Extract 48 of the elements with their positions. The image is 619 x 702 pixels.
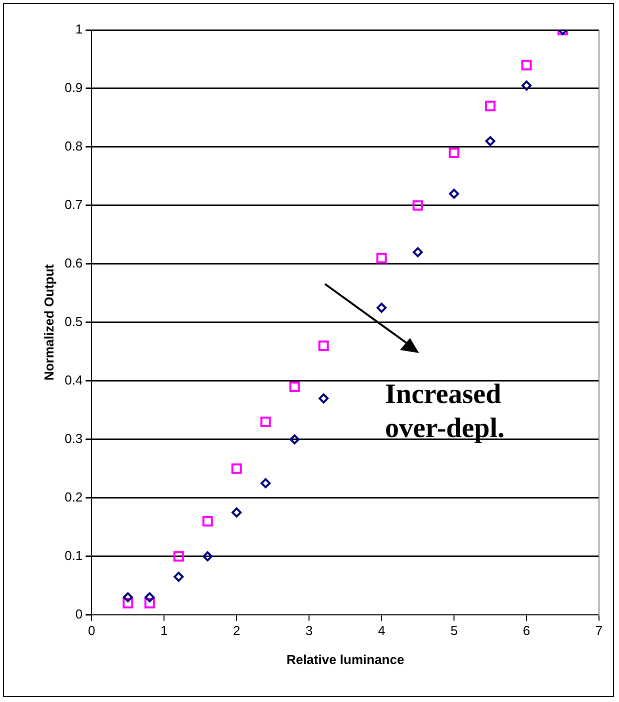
y-tick-label: 0.3 <box>64 430 83 446</box>
annotation: Increased over-depl. <box>385 378 506 446</box>
y-tick-label: 0.1 <box>64 548 83 563</box>
point <box>232 507 242 518</box>
point <box>144 598 155 608</box>
x-tick-label: 4 <box>378 623 386 638</box>
point <box>318 340 329 352</box>
y-tick-label: 0.4 <box>64 372 83 388</box>
x-tick-label: 6 <box>522 623 530 638</box>
x-tick-label: 5 <box>450 623 458 638</box>
y-tick-label: 0.6 <box>64 256 83 270</box>
point <box>144 592 155 602</box>
x-tick-label: 0 <box>88 623 96 638</box>
point <box>376 302 387 313</box>
point <box>521 60 532 70</box>
x-tick-label: 2 <box>233 623 240 638</box>
point <box>231 463 242 474</box>
x-tick-label: 3 <box>305 623 313 638</box>
point <box>485 136 496 146</box>
x-tick-label: 7 <box>595 623 603 638</box>
x-tick-label: 1 <box>160 623 168 638</box>
point <box>202 551 213 562</box>
point <box>122 598 134 608</box>
point <box>122 592 133 602</box>
point <box>260 478 271 488</box>
point <box>448 148 460 158</box>
point <box>412 200 424 211</box>
point <box>202 516 213 526</box>
y-tick-label: 0.7 <box>64 197 83 212</box>
point <box>173 551 184 562</box>
point <box>522 80 532 91</box>
y-tick-label: 0 <box>75 606 83 622</box>
point <box>318 393 329 404</box>
y-tick-label: 0.2 <box>64 489 83 504</box>
point <box>174 572 184 582</box>
point <box>485 100 496 112</box>
point <box>290 434 300 444</box>
y-tick-label: 0.9 <box>64 80 83 96</box>
point <box>289 381 300 392</box>
point <box>412 247 423 258</box>
y-tick-label: 0.8 <box>64 138 83 154</box>
x-axis-title: Relative luminance <box>286 652 404 667</box>
y-axis-title: Normalized Output <box>41 264 56 381</box>
y-tick-label: 1 <box>75 22 83 37</box>
point <box>449 188 460 199</box>
y-tick-label: 0.5 <box>64 314 83 329</box>
point <box>260 416 271 428</box>
point <box>376 252 387 264</box>
